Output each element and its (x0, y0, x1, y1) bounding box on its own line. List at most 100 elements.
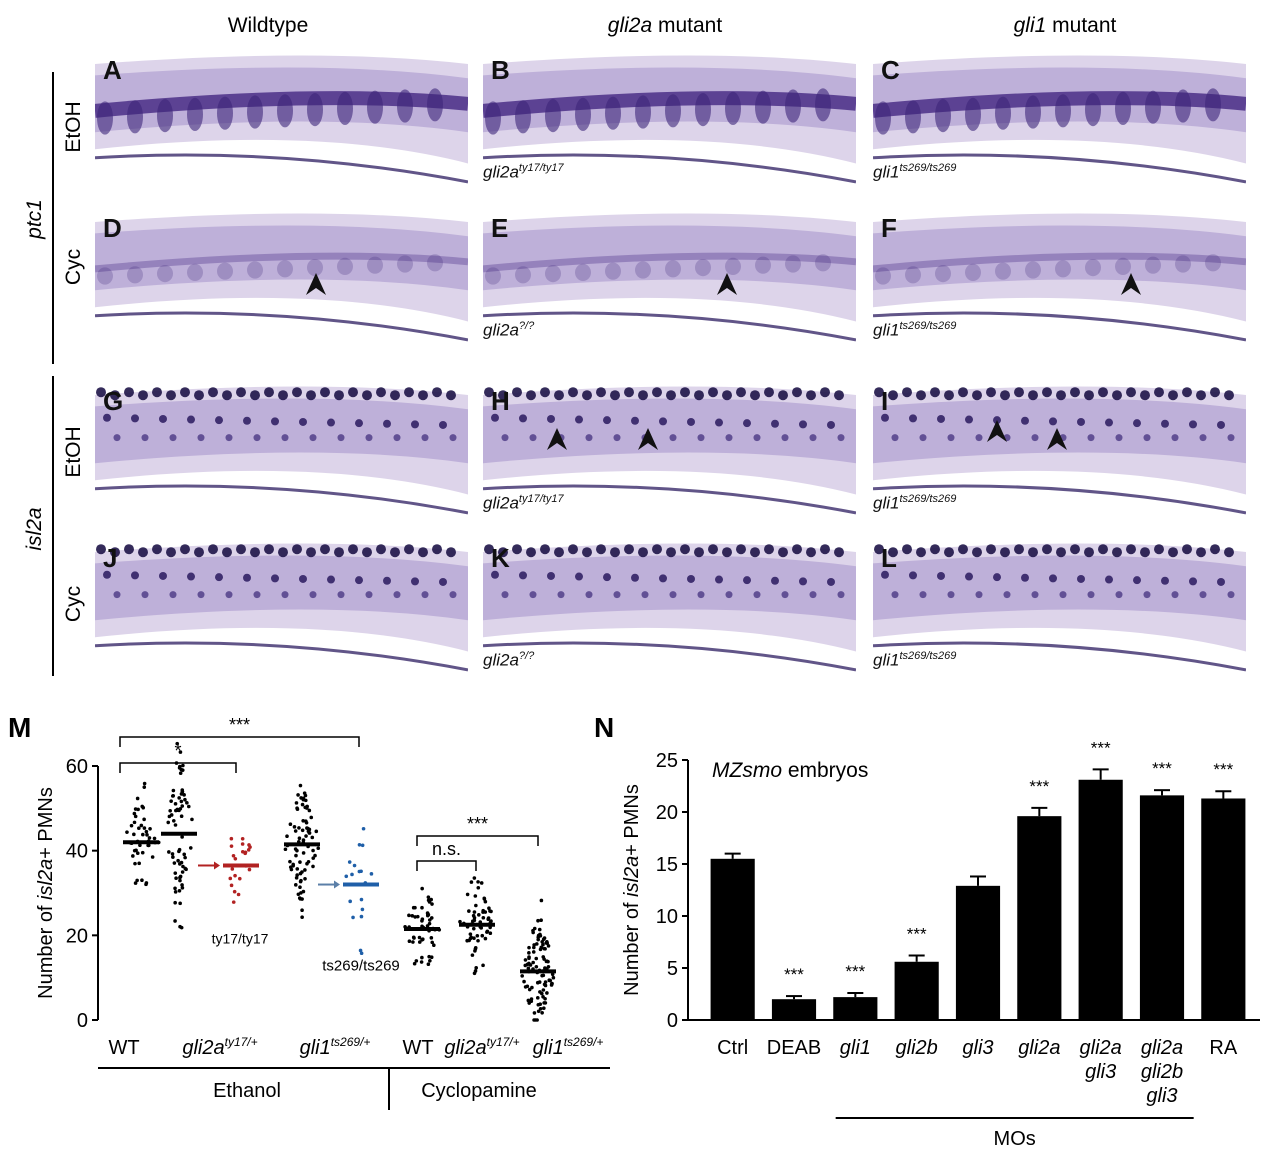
data-point (132, 811, 137, 816)
data-point (432, 943, 436, 948)
data-point (174, 876, 178, 881)
data-point (294, 876, 299, 880)
data-point (178, 901, 182, 906)
data-point (246, 848, 251, 852)
data-point (419, 960, 424, 964)
data-point (229, 836, 234, 841)
data-point (294, 801, 299, 805)
panel-letter-i: I (881, 386, 889, 416)
data-point (300, 915, 304, 920)
y-tick-label: 0 (667, 1010, 678, 1032)
data-point (233, 856, 238, 861)
data-point (344, 874, 349, 879)
data-point (361, 826, 366, 831)
data-point (173, 919, 177, 923)
panel-letter-c: C (881, 55, 900, 85)
data-point (421, 937, 425, 942)
data-point (169, 813, 174, 817)
data-point (147, 836, 152, 840)
data-point (347, 860, 352, 864)
data-point (133, 807, 138, 811)
data-point (369, 872, 374, 876)
data-point (527, 951, 531, 955)
data-point (171, 788, 176, 793)
data-point (426, 962, 431, 967)
data-point (357, 842, 362, 847)
data-point (414, 959, 419, 963)
data-point (425, 911, 430, 915)
data-point (294, 853, 298, 858)
data-point (535, 980, 540, 985)
data-point (179, 925, 184, 930)
significance-label: *** (907, 925, 927, 944)
data-point (410, 914, 415, 918)
treatment-label-cyclopamine: Cyclopamine (421, 1080, 537, 1102)
data-point (180, 788, 185, 792)
data-point (182, 852, 187, 857)
data-point (233, 873, 237, 878)
data-point (292, 825, 297, 829)
row-group-bracket-isl2a (52, 376, 54, 676)
data-point (479, 881, 484, 885)
bar (1139, 795, 1185, 1020)
data-point (472, 915, 477, 920)
data-point (537, 927, 542, 932)
data-point (300, 870, 304, 874)
bar (833, 997, 878, 1020)
embryo-image-j: J (95, 535, 468, 677)
data-point (481, 963, 485, 968)
y-axis-label: Number of isl2a+ PMNs (35, 787, 57, 999)
data-point (288, 822, 293, 827)
data-point (171, 793, 176, 798)
x-tick-label: gli3 (962, 1037, 993, 1059)
data-point (132, 832, 136, 837)
data-point (360, 907, 365, 912)
arrowhead-marker (987, 420, 1007, 447)
data-point (407, 913, 411, 918)
row-label-isl2a: isl2a (23, 507, 46, 551)
panel-letter-j: J (103, 543, 118, 573)
data-point (173, 900, 177, 905)
scatter-chart-m: 0 20 40 60 Number of isl2a+ PMNs ty17/ty17 ts2… (35, 715, 610, 1110)
arrow-head (214, 861, 220, 870)
row-label-ptc1: ptc1 (23, 199, 46, 239)
bar (771, 999, 817, 1020)
significance-bracket (119, 736, 360, 747)
y-tick-label: 15 (656, 854, 678, 876)
data-point (467, 909, 471, 913)
significance-label: *** (1029, 777, 1049, 796)
data-point (243, 851, 247, 856)
data-point (309, 815, 314, 820)
data-point (142, 817, 146, 822)
data-point (539, 918, 543, 923)
data-point (125, 830, 129, 834)
data-point (533, 1018, 538, 1022)
arrowhead-marker (1047, 428, 1067, 455)
genotype-label: gli2aty17/ty17 (483, 162, 564, 182)
data-point (348, 899, 352, 904)
arrow-head (334, 880, 340, 889)
data-point (301, 818, 305, 823)
data-point (473, 894, 478, 898)
x-tick-label: gli3 (1085, 1061, 1116, 1083)
data-point (472, 910, 477, 914)
data-point (301, 851, 306, 855)
significance-label: *** (845, 962, 865, 981)
data-point (144, 829, 149, 834)
embryo-image-g: G (95, 378, 468, 520)
data-point (473, 947, 478, 951)
data-point (359, 951, 364, 956)
data-point (427, 921, 432, 926)
data-point (148, 826, 152, 831)
bar (894, 961, 939, 1020)
data-point (142, 781, 147, 786)
data-point (536, 935, 541, 940)
y-tick-label: 60 (66, 756, 88, 778)
data-point (358, 948, 363, 953)
data-point (175, 807, 180, 812)
data-point (531, 950, 536, 954)
data-point (429, 897, 433, 902)
data-point (527, 945, 531, 950)
data-point (475, 933, 480, 938)
